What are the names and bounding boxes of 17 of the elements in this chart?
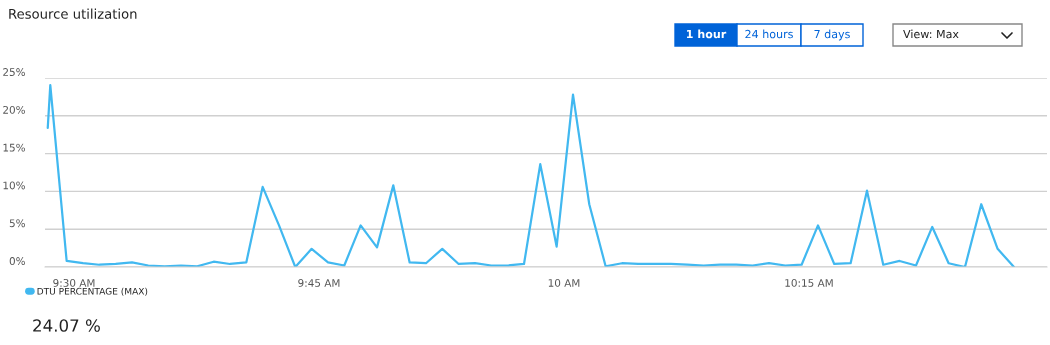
y-tick-label: 25% xyxy=(3,68,25,76)
text: 24 hours xyxy=(745,29,793,39)
x-tick-label: 10:15 AM xyxy=(785,278,833,287)
x-tick-label: 9:30 AM xyxy=(53,278,95,287)
chart-title: Resource utilization xyxy=(9,8,137,19)
text: 1 hour xyxy=(686,29,727,39)
legend-label: DTU PERCENTAGE (MAX) xyxy=(37,287,148,296)
x-tick-label: 9:45 AM xyxy=(298,278,340,287)
y-tick-label: 5% xyxy=(9,219,25,228)
y-tick-label: 20% xyxy=(3,105,25,114)
text: 7 days xyxy=(814,29,850,41)
y-tick-label: 0% xyxy=(9,257,25,265)
text: View: Max xyxy=(903,29,959,39)
y-tick-label: 10% xyxy=(3,181,25,190)
y-tick-label: 15% xyxy=(3,143,25,152)
text: 24.07 % xyxy=(33,319,100,332)
x-tick-label: 10 AM xyxy=(548,278,580,287)
